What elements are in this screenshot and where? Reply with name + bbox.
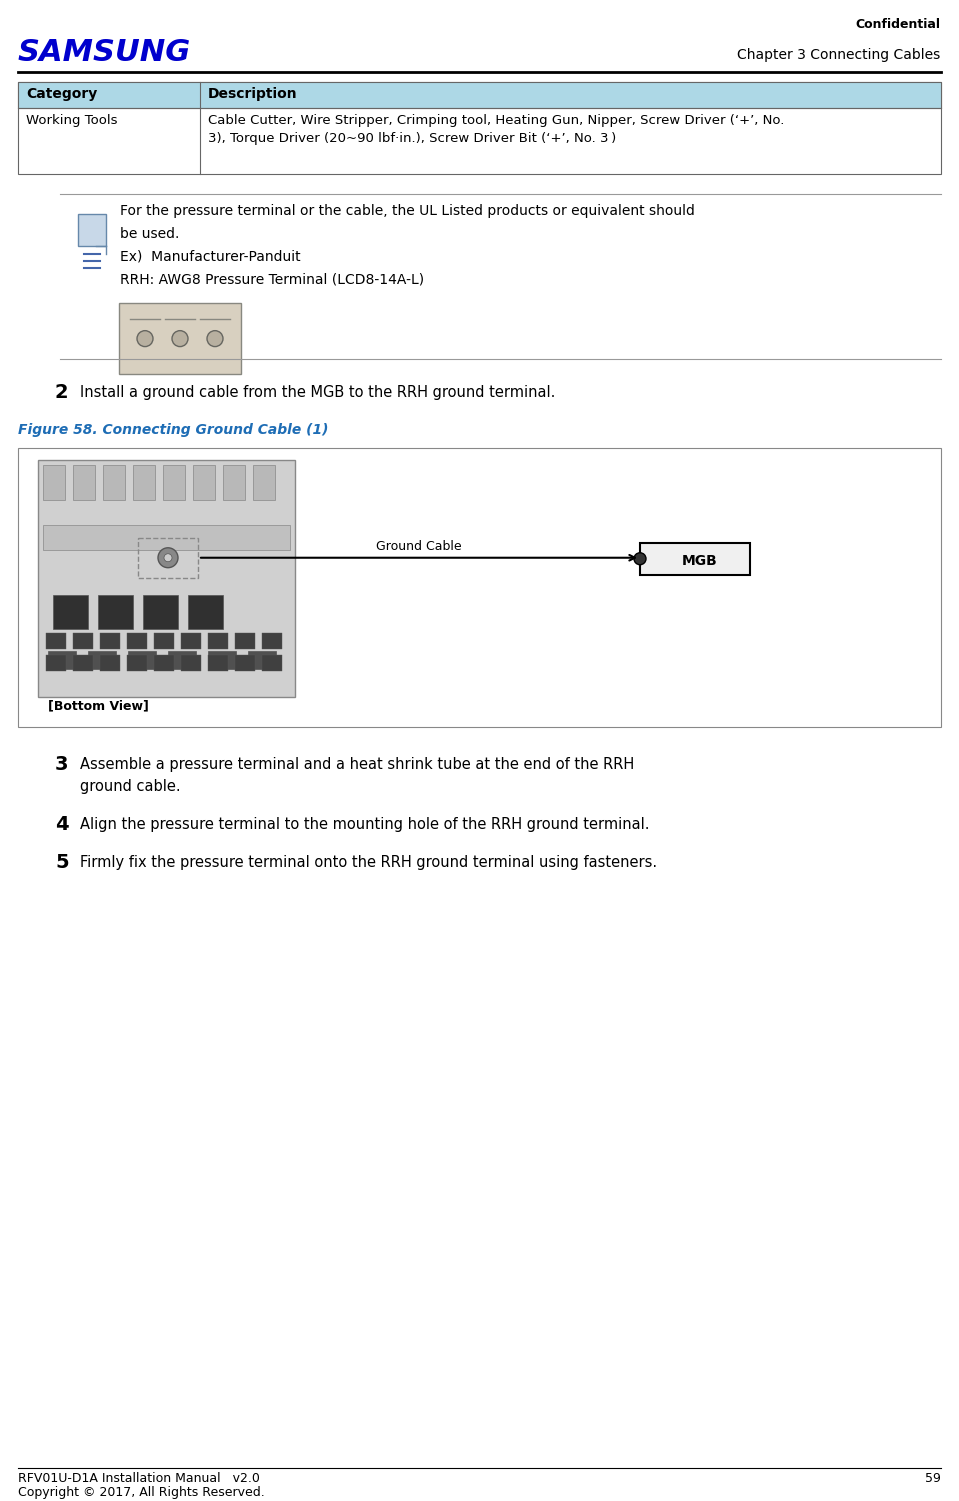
FancyBboxPatch shape — [127, 633, 147, 650]
Text: Ground Cable: Ground Cable — [376, 540, 462, 552]
Text: Assemble a pressure terminal and a heat shrink tube at the end of the RRH
ground: Assemble a pressure terminal and a heat … — [80, 757, 634, 794]
Text: Align the pressure terminal to the mounting hole of the RRH ground terminal.: Align the pressure terminal to the mount… — [80, 817, 649, 832]
FancyBboxPatch shape — [53, 594, 88, 629]
FancyBboxPatch shape — [181, 656, 201, 671]
FancyBboxPatch shape — [43, 465, 65, 500]
FancyBboxPatch shape — [98, 594, 133, 629]
FancyBboxPatch shape — [208, 633, 228, 650]
FancyBboxPatch shape — [193, 465, 215, 500]
FancyBboxPatch shape — [168, 651, 196, 669]
Circle shape — [207, 330, 223, 347]
FancyBboxPatch shape — [128, 651, 156, 669]
FancyBboxPatch shape — [100, 656, 120, 671]
FancyBboxPatch shape — [100, 633, 120, 650]
Circle shape — [634, 552, 646, 564]
Polygon shape — [18, 81, 941, 108]
FancyBboxPatch shape — [38, 461, 295, 696]
FancyBboxPatch shape — [208, 651, 236, 669]
FancyBboxPatch shape — [188, 594, 223, 629]
Text: Figure 58. Connecting Ground Cable (1): Figure 58. Connecting Ground Cable (1) — [18, 423, 329, 437]
FancyBboxPatch shape — [133, 465, 155, 500]
FancyBboxPatch shape — [73, 465, 95, 500]
Text: 4: 4 — [55, 815, 69, 833]
Text: MGB: MGB — [682, 554, 718, 567]
Text: Description: Description — [208, 87, 297, 101]
Text: Chapter 3 Connecting Cables: Chapter 3 Connecting Cables — [737, 48, 940, 62]
Text: Copyright © 2017, All Rights Reserved.: Copyright © 2017, All Rights Reserved. — [18, 1486, 265, 1499]
Text: 59: 59 — [925, 1472, 941, 1484]
Text: SAMSUNG: SAMSUNG — [18, 38, 191, 68]
FancyBboxPatch shape — [127, 656, 147, 671]
Text: 3: 3 — [55, 755, 68, 775]
Circle shape — [137, 330, 153, 347]
FancyBboxPatch shape — [262, 656, 282, 671]
FancyBboxPatch shape — [119, 303, 241, 374]
FancyBboxPatch shape — [253, 465, 275, 500]
FancyBboxPatch shape — [88, 651, 116, 669]
Circle shape — [158, 548, 178, 567]
Text: [Bottom View]: [Bottom View] — [48, 699, 149, 711]
Text: Install a ground cable from the MGB to the RRH ground terminal.: Install a ground cable from the MGB to t… — [80, 386, 555, 401]
FancyBboxPatch shape — [46, 633, 66, 650]
FancyBboxPatch shape — [43, 525, 290, 549]
FancyBboxPatch shape — [73, 633, 93, 650]
FancyBboxPatch shape — [640, 543, 750, 575]
Text: Confidential: Confidential — [855, 18, 940, 32]
FancyBboxPatch shape — [48, 651, 76, 669]
Text: RFV01U-D1A Installation Manual   v2.0: RFV01U-D1A Installation Manual v2.0 — [18, 1472, 260, 1484]
FancyBboxPatch shape — [78, 215, 106, 246]
Text: Category: Category — [26, 87, 97, 101]
FancyBboxPatch shape — [262, 633, 282, 650]
FancyBboxPatch shape — [235, 633, 255, 650]
FancyBboxPatch shape — [154, 656, 174, 671]
FancyBboxPatch shape — [154, 633, 174, 650]
FancyBboxPatch shape — [73, 656, 93, 671]
FancyBboxPatch shape — [235, 656, 255, 671]
Text: 5: 5 — [55, 853, 69, 872]
Text: Cable Cutter, Wire Stripper, Crimping tool, Heating Gun, Nipper, Screw Driver (‘: Cable Cutter, Wire Stripper, Crimping to… — [208, 114, 784, 144]
FancyBboxPatch shape — [163, 465, 185, 500]
Text: 2: 2 — [55, 383, 69, 402]
FancyBboxPatch shape — [208, 656, 228, 671]
FancyBboxPatch shape — [181, 633, 201, 650]
FancyBboxPatch shape — [103, 465, 125, 500]
Text: For the pressure terminal or the cable, the UL Listed products or equivalent sho: For the pressure terminal or the cable, … — [120, 204, 695, 287]
Circle shape — [164, 554, 172, 561]
FancyBboxPatch shape — [46, 656, 66, 671]
Text: Working Tools: Working Tools — [26, 114, 118, 126]
FancyBboxPatch shape — [223, 465, 245, 500]
FancyBboxPatch shape — [248, 651, 276, 669]
FancyBboxPatch shape — [143, 594, 178, 629]
Circle shape — [172, 330, 188, 347]
Text: Firmly fix the pressure terminal onto the RRH ground terminal using fasteners.: Firmly fix the pressure terminal onto th… — [80, 854, 657, 869]
